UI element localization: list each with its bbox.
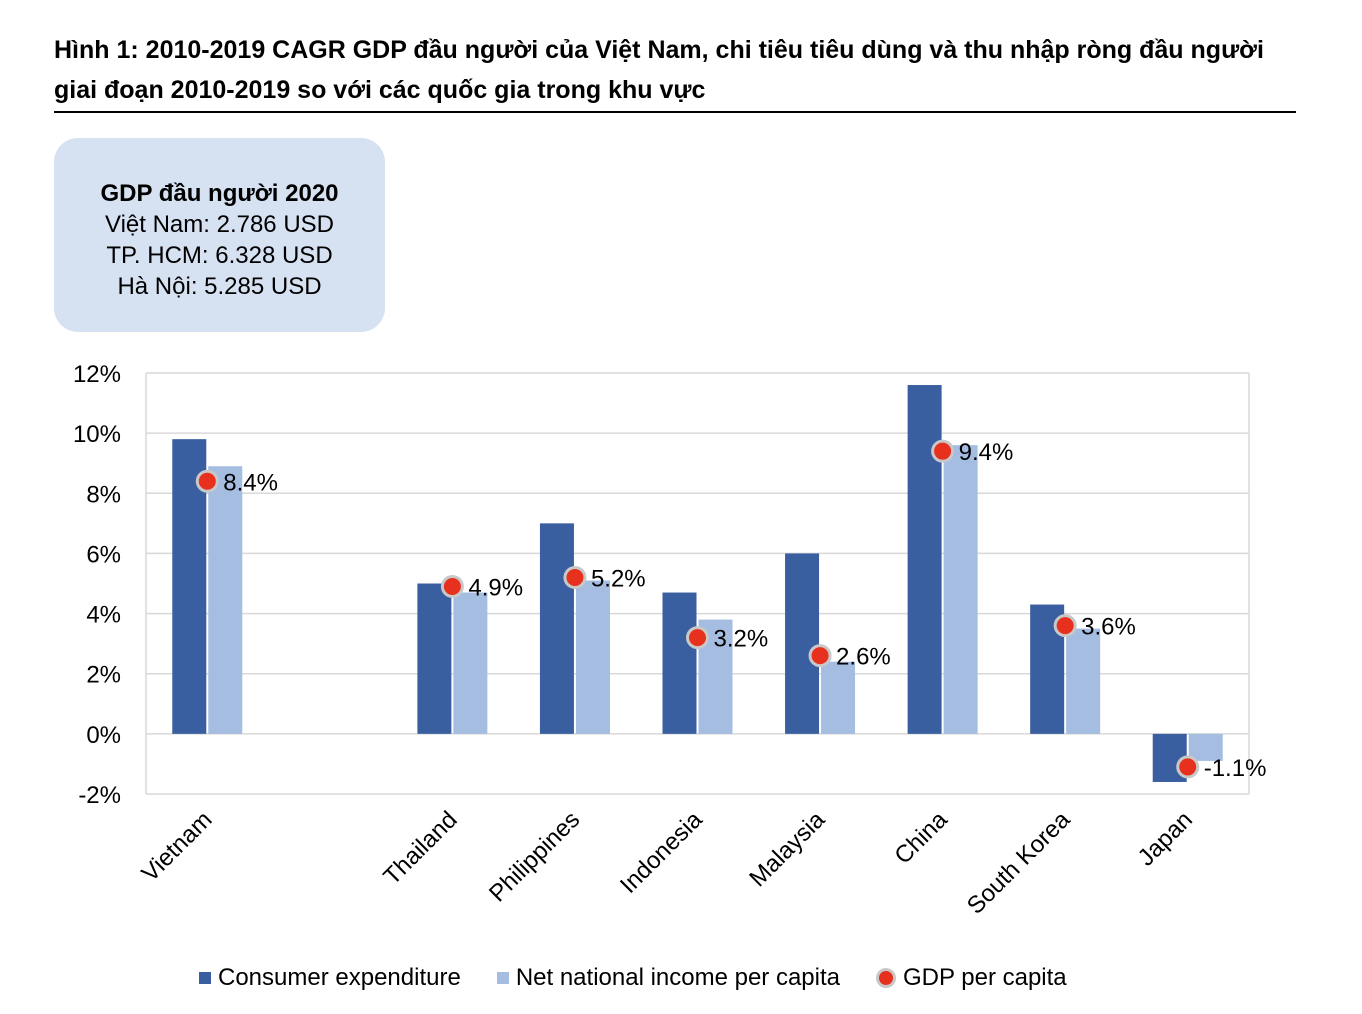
x-tick-label: Philippines (484, 806, 585, 907)
legend-label-gdp: GDP per capita (903, 964, 1067, 991)
bar-consumer-expenditure (539, 523, 574, 734)
figure-title: Hình 1: 2010-2019 CAGR GDP đầu người của… (54, 36, 1264, 104)
data-label: 8.4% (223, 469, 278, 496)
bar-consumer-expenditure (785, 553, 820, 734)
legend-item-income: Net national income per capita (496, 964, 840, 992)
x-tick-label: Vietnam (136, 806, 217, 887)
gdp-marker (808, 644, 832, 668)
info-line-hanoi: Hà Nội: 5.285 USD (117, 273, 322, 300)
legend-label-consumer: Consumer expenditure (218, 964, 461, 991)
info-line-vietnam: Việt Nam: 2.786 USD (105, 211, 334, 238)
x-tick-label: Thailand (378, 806, 462, 890)
bar-net-national-income (943, 445, 978, 734)
legend-item-gdp: GDP per capita (876, 964, 1067, 992)
x-tick-label: South Korea (962, 806, 1076, 920)
gdp-marker (1053, 614, 1077, 638)
info-line-hcm: TP. HCM: 6.328 USD (106, 242, 333, 269)
gdp-marker (440, 575, 464, 599)
legend-swatch-gdp (876, 968, 896, 988)
gdp-info-box: GDP đầu người 2020 Việt Nam: 2.786 USD T… (54, 138, 385, 332)
title-divider (54, 111, 1296, 113)
data-label: 2.6% (836, 644, 891, 671)
bar-consumer-expenditure (662, 592, 697, 734)
y-tick-label: 0% (86, 722, 121, 749)
y-tick-label: 10% (73, 421, 121, 448)
chart-legend: Consumer expenditure Net national income… (199, 961, 1103, 995)
gdp-marker (931, 439, 955, 463)
legend-swatch-consumer (199, 972, 211, 984)
bar-net-national-income (1066, 628, 1101, 734)
y-tick-label: 8% (86, 481, 121, 508)
x-tick-label: China (889, 806, 953, 870)
data-label: -1.1% (1204, 755, 1267, 782)
gdp-marker (563, 565, 587, 589)
bar-net-national-income (821, 661, 856, 734)
y-tick-label: 4% (86, 602, 121, 629)
legend-item-consumer: Consumer expenditure (199, 964, 461, 992)
y-tick-label: 6% (86, 541, 121, 568)
data-label: 4.9% (468, 575, 523, 602)
bar-net-national-income (453, 592, 488, 734)
x-tick-label: Indonesia (615, 806, 708, 899)
data-label: 9.4% (959, 439, 1014, 466)
y-tick-label: 12% (73, 361, 121, 388)
data-label: 3.2% (714, 626, 769, 653)
legend-label-income: Net national income per capita (515, 964, 840, 991)
bar-net-national-income (208, 466, 243, 734)
bar-consumer-expenditure (417, 583, 452, 734)
bar-net-national-income (575, 580, 610, 734)
y-tick-label: -2% (78, 782, 121, 809)
bar-consumer-expenditure (907, 385, 942, 734)
y-tick-label: 2% (86, 662, 121, 689)
info-box-title: GDP đầu người 2020 (100, 180, 339, 207)
x-tick-label: Malaysia (744, 806, 831, 893)
bar-net-national-income (1188, 733, 1223, 761)
x-tick-label: Japan (1133, 806, 1198, 871)
data-label: 5.2% (591, 565, 646, 592)
gdp-marker (195, 469, 219, 493)
gdp-marker (1176, 755, 1200, 779)
legend-swatch-income (496, 972, 509, 984)
gdp-marker (686, 626, 709, 650)
data-label: 3.6% (1081, 614, 1136, 641)
